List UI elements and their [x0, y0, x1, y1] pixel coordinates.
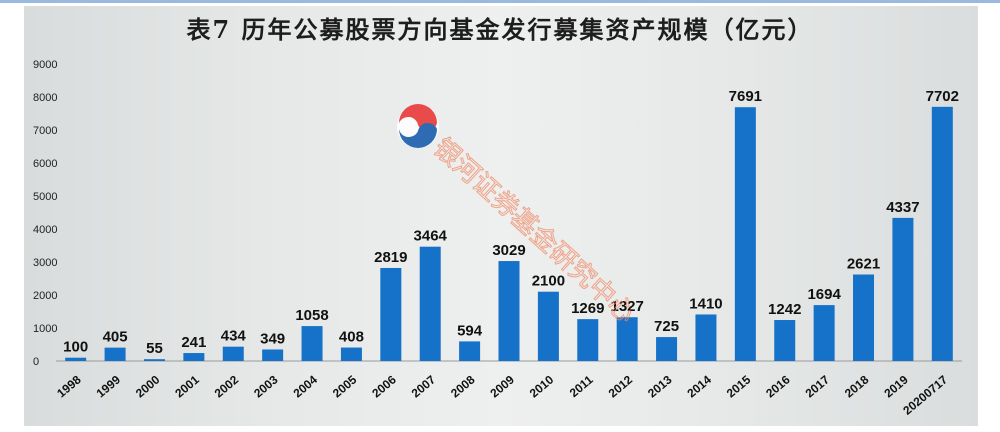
data-label-2005: 408 — [339, 329, 364, 346]
y-tick-label: 5000 — [33, 191, 57, 203]
x-tick-label: 2009 — [487, 372, 517, 400]
y-tick-label: 9000 — [33, 59, 57, 71]
y-tick-label: 2000 — [33, 290, 57, 302]
data-label-1998: 100 — [63, 339, 88, 356]
y-tick-label: 3000 — [33, 257, 57, 269]
data-label-2014: 1410 — [689, 295, 722, 312]
x-tick-label: 2008 — [448, 372, 478, 400]
bar-2016 — [774, 320, 796, 361]
data-label-2007: 3464 — [414, 228, 448, 245]
bar-2019 — [892, 217, 914, 361]
data-label-2008: 594 — [457, 322, 483, 339]
bar-2011 — [577, 319, 599, 361]
data-label-2012: 1327 — [610, 298, 643, 315]
data-labels: 100 405 55 241 434 349 1058 408 2819 3464 594 3029 2… — [63, 88, 959, 357]
bar-2008 — [459, 341, 481, 361]
bar-1998 — [65, 357, 87, 361]
x-tick-label: 2011 — [567, 372, 596, 400]
data-label-2010: 2100 — [532, 273, 565, 290]
data-label-2016: 1242 — [768, 301, 801, 318]
x-tick-label: 20200717 — [900, 372, 950, 417]
bar-2000 — [143, 359, 165, 361]
x-tick-label: 2014 — [684, 372, 714, 400]
data-label-2003: 349 — [260, 330, 285, 347]
bar-2005 — [340, 347, 362, 361]
watermark-text: 银河证券基金研究中心 — [427, 133, 640, 329]
data-label-2002: 434 — [221, 328, 247, 345]
x-tick-label: 2006 — [369, 372, 399, 400]
y-axis: 0 1000 2000 3000 4000 5000 6000 7000 8000 9000 — [33, 59, 962, 368]
x-axis: 1998 1999 2000 2001 2002 2003 2004 2005 2006 2007… — [54, 372, 950, 417]
y-tick-label: 4000 — [33, 224, 57, 236]
x-tick-label: 2001 — [172, 372, 202, 400]
bar-2015 — [734, 107, 756, 362]
data-label-2017: 1694 — [807, 286, 841, 303]
bar-2018 — [853, 274, 875, 361]
bar-2007 — [419, 246, 441, 361]
y-tick-label: 0 — [33, 356, 39, 368]
bar-1999 — [104, 347, 126, 361]
bar-2014 — [695, 314, 717, 361]
data-label-2015: 7691 — [729, 88, 762, 105]
x-tick-label: 2018 — [842, 372, 872, 400]
data-label-2000: 55 — [146, 340, 163, 357]
data-label-2001: 241 — [181, 334, 206, 351]
x-tick-label: 2002 — [212, 372, 242, 400]
bar-2001 — [183, 353, 205, 361]
watermark-logo-icon — [397, 104, 439, 148]
bars — [65, 106, 953, 362]
x-tick-label: 2010 — [527, 372, 557, 400]
data-label-20200717: 7702 — [926, 88, 959, 105]
chart-title: 表7 历年公募股票方向基金发行募集资产规模（亿元） — [186, 15, 814, 44]
x-tick-label: 2012 — [606, 372, 636, 400]
x-tick-label: 2015 — [724, 372, 754, 400]
data-label-2019: 4337 — [886, 199, 919, 216]
data-label-2018: 2621 — [847, 256, 880, 273]
x-tick-label: 2005 — [330, 372, 360, 400]
y-tick-label: 6000 — [33, 158, 57, 170]
data-label-2006: 2819 — [374, 249, 407, 266]
x-tick-label: 1998 — [54, 372, 84, 400]
x-tick-label: 2003 — [251, 372, 281, 400]
x-tick-label: 2017 — [803, 372, 833, 400]
data-label-2011: 1269 — [571, 300, 604, 317]
bar-2010 — [537, 291, 559, 361]
data-label-2004: 1058 — [295, 307, 328, 324]
top-rule — [0, 0, 1000, 3]
bar-2017 — [813, 305, 835, 361]
bar-2004 — [301, 326, 323, 361]
y-tick-label: 8000 — [33, 92, 57, 104]
bar-2009 — [498, 261, 520, 361]
y-tick-label: 1000 — [33, 323, 57, 335]
bar-2012 — [616, 317, 638, 361]
data-label-2013: 725 — [654, 318, 679, 335]
x-tick-label: 2019 — [881, 372, 911, 400]
x-tick-label: 2007 — [409, 372, 439, 400]
bar-2002 — [222, 346, 244, 361]
bar-2003 — [262, 349, 284, 361]
bar-20200717 — [931, 106, 953, 361]
x-tick-label: 2013 — [645, 372, 675, 400]
data-label-1999: 405 — [103, 329, 128, 346]
data-label-2009: 3029 — [492, 242, 525, 259]
x-tick-label: 2004 — [291, 372, 321, 400]
x-tick-label: 2016 — [763, 372, 793, 400]
x-tick-label: 1999 — [94, 372, 124, 400]
y-tick-label: 7000 — [33, 125, 57, 137]
bar-2013 — [656, 337, 678, 361]
x-tick-label: 2000 — [133, 372, 163, 400]
bar-2006 — [380, 267, 402, 361]
